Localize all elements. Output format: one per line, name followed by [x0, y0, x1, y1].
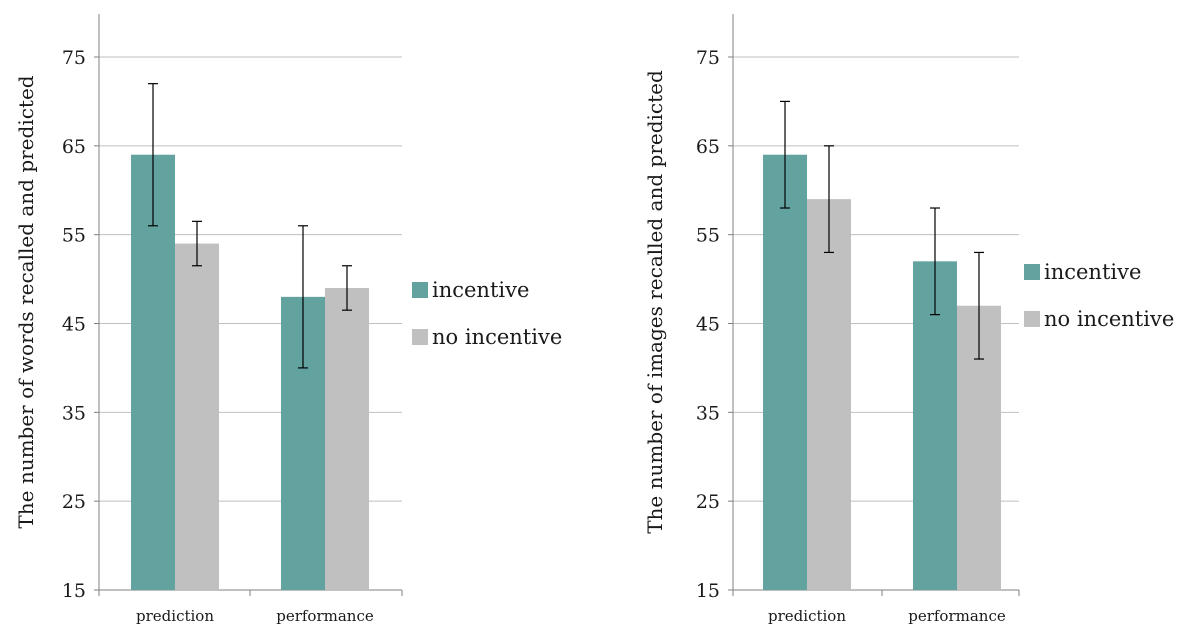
- y-tick-label: 35: [62, 402, 86, 424]
- bar-no-incentive-prediction: [807, 199, 851, 590]
- y-tick-label: 45: [696, 314, 720, 336]
- bar-incentive-performance: [913, 261, 957, 590]
- bar-incentive-prediction: [763, 154, 807, 590]
- y-tick-label: 25: [62, 491, 86, 513]
- legend-swatch: [1024, 264, 1040, 280]
- x-tick-label: performance: [908, 607, 1006, 625]
- y-tick-label: 15: [696, 580, 720, 602]
- y-tick-label: 55: [696, 225, 720, 247]
- y-axis-label: The number of words recalled and predict…: [14, 75, 38, 528]
- y-tick-label: 35: [696, 402, 720, 424]
- legend-swatch: [1024, 311, 1040, 327]
- legend-label: no incentive: [432, 325, 562, 349]
- x-tick-label: prediction: [768, 607, 846, 625]
- legend-label: incentive: [1044, 260, 1141, 284]
- y-tick-label: 25: [696, 491, 720, 513]
- bar-no-incentive-prediction: [175, 243, 219, 591]
- y-axis-label: The number of images recalled and predic…: [643, 70, 667, 534]
- images-chart-panel: 15 25 35 45 55 65 75 prediction performance The n…: [643, 14, 1174, 625]
- y-tick-label: 15: [62, 580, 86, 602]
- legend-label: incentive: [432, 278, 529, 302]
- y-tick-label: 45: [62, 314, 86, 336]
- x-tick-label: prediction: [136, 607, 214, 625]
- words-chart-panel: 15 25 35 45 55 65 75 prediction performance The n…: [14, 14, 562, 625]
- y-tick-label: 65: [62, 136, 86, 158]
- y-tick-label: 55: [62, 225, 86, 247]
- y-tick-label: 75: [696, 47, 720, 69]
- legend-label: no incentive: [1044, 307, 1174, 331]
- bar-incentive-prediction: [131, 154, 175, 590]
- legend-swatch: [412, 282, 428, 298]
- x-tick-label: performance: [276, 607, 374, 625]
- legend-swatch: [412, 329, 428, 345]
- bar-no-incentive-performance: [325, 287, 369, 590]
- y-tick-label: 65: [696, 136, 720, 158]
- y-tick-label: 75: [62, 47, 86, 69]
